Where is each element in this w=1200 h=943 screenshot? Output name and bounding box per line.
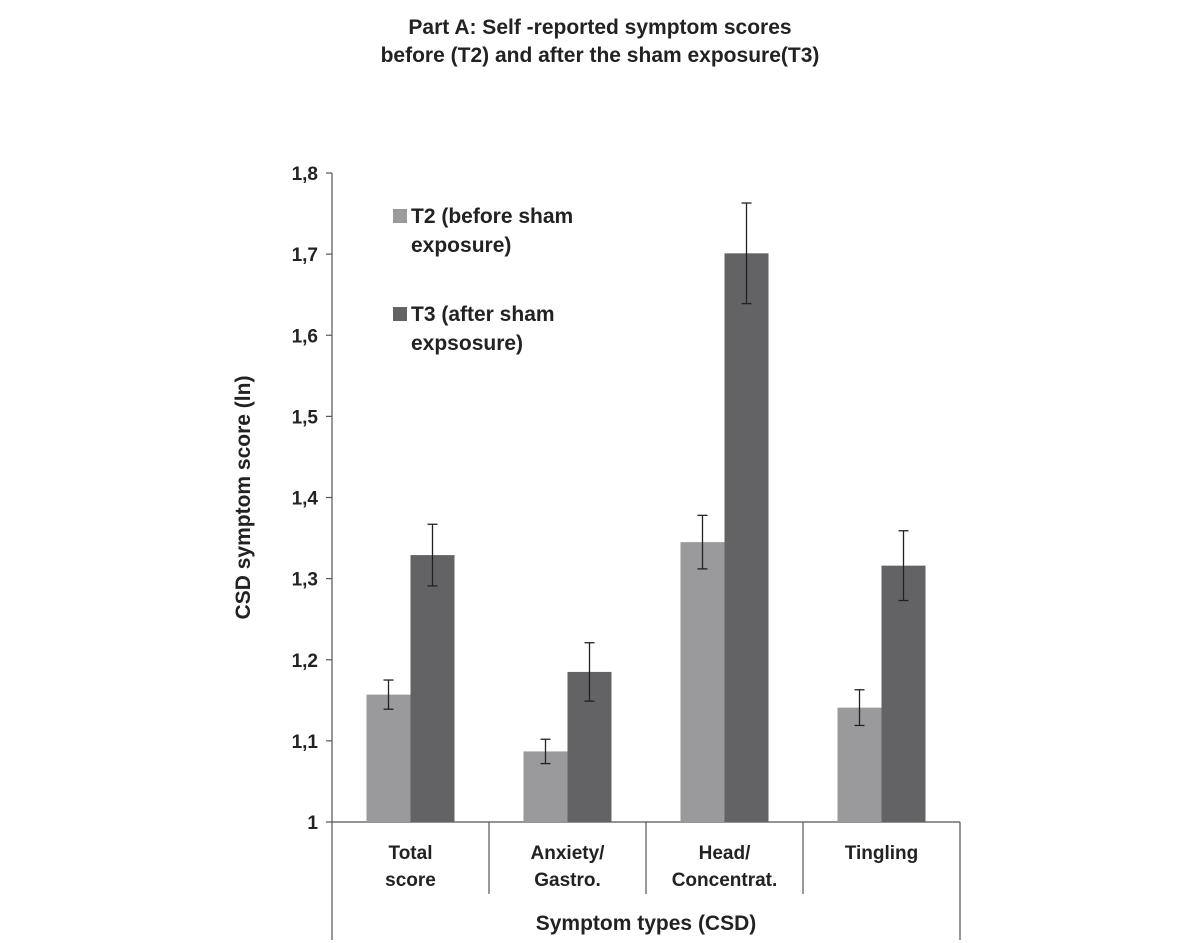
legend-label-t3: expsosure) [411,332,523,355]
y-axis-label: CSD symptom score (ln) [232,376,255,620]
x-tick-label: Anxiety/ [531,843,606,864]
y-tick-label: 1,6 [292,326,318,347]
bar-t3 [410,555,455,822]
x-axis-label: Symptom types (CSD) [536,912,757,935]
y-tick-label: 1 [307,813,318,834]
bar-t2 [837,707,882,822]
legend-swatch-t2 [393,209,407,223]
legend-label-t2: T2 (before sham [411,205,573,228]
x-tick-label: Total [389,843,433,864]
bar-t2 [680,542,725,822]
legend-swatch-t3 [393,307,407,321]
chart-title-line-2: before (T2) and after the sham exposure(… [380,44,820,67]
x-tick-label: Head/ [699,843,751,864]
bar-t3 [881,565,926,822]
y-tick-label: 1,5 [292,407,319,428]
y-tick-label: 1,8 [292,164,318,185]
x-tick-label: score [385,870,436,891]
bar-t2 [366,694,411,822]
y-tick-label: 1,3 [292,570,318,591]
y-tick-label: 1,1 [292,732,319,753]
y-tick-label: 1,4 [292,489,319,510]
legend-label-t3: T3 (after sham [411,303,555,326]
x-tick-label: Gastro. [534,870,601,891]
chart-title-line-1: Part A: Self -reported symptom scores [408,16,792,39]
y-tick-label: 1,7 [292,245,318,266]
x-tick-label: Tingling [845,843,919,864]
x-tick-label: Concentrat. [672,870,778,891]
bar-t3 [724,253,769,823]
legend-label-t2: exposure) [411,234,511,257]
y-tick-label: 1,2 [292,651,318,672]
